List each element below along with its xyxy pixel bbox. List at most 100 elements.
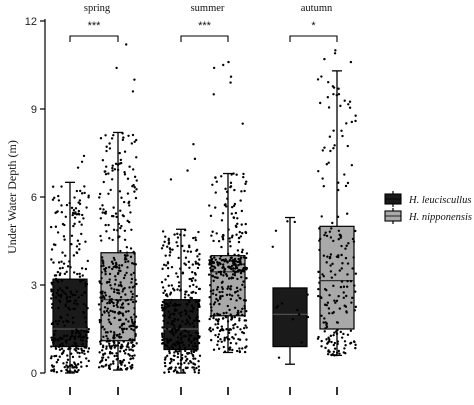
data-point <box>87 328 90 331</box>
data-point <box>242 299 246 302</box>
data-point <box>228 240 232 243</box>
data-point <box>73 212 77 215</box>
outlier-point <box>169 178 173 181</box>
data-point <box>104 134 107 137</box>
data-point <box>336 328 339 332</box>
data-point <box>112 331 116 334</box>
data-point <box>228 259 231 263</box>
data-point <box>82 310 85 314</box>
data-point <box>192 325 196 328</box>
outlier-point <box>334 49 337 52</box>
data-point <box>221 266 224 269</box>
data-point <box>129 316 133 319</box>
data-point <box>182 371 186 374</box>
data-point <box>133 175 137 179</box>
data-point <box>188 266 191 269</box>
data-point <box>326 301 330 304</box>
data-point <box>244 230 247 234</box>
data-point <box>57 306 60 310</box>
data-point <box>181 320 184 323</box>
data-point <box>119 249 122 253</box>
data-point <box>233 253 236 256</box>
data-point <box>99 342 102 346</box>
data-point <box>161 333 164 337</box>
data-point <box>216 335 220 339</box>
data-point <box>161 308 165 311</box>
data-point <box>165 337 169 341</box>
data-point <box>110 287 113 290</box>
data-point <box>72 254 76 257</box>
data-point <box>190 352 193 355</box>
data-point <box>193 336 197 340</box>
data-point <box>167 305 170 308</box>
data-point <box>235 342 238 345</box>
data-point <box>175 272 178 275</box>
data-point <box>165 293 168 296</box>
data-point <box>210 309 213 312</box>
data-point <box>110 137 114 140</box>
data-point <box>73 293 77 297</box>
data-point <box>214 334 217 337</box>
data-point <box>168 339 171 342</box>
data-point <box>75 346 78 350</box>
data-point <box>239 257 242 260</box>
data-point <box>349 342 352 345</box>
data-point <box>57 194 60 198</box>
data-point <box>339 104 342 108</box>
data-point <box>111 267 114 271</box>
data-point <box>80 267 84 270</box>
data-point <box>332 147 335 150</box>
data-point <box>80 223 83 226</box>
data-point <box>163 306 167 309</box>
season-label-summer: summer <box>191 3 225 14</box>
data-point <box>78 331 81 335</box>
data-point <box>101 158 105 162</box>
data-point <box>215 272 218 275</box>
data-point <box>194 357 197 360</box>
data-point <box>120 224 123 228</box>
data-point <box>119 296 123 299</box>
data-point <box>111 238 114 242</box>
data-point <box>184 355 187 358</box>
data-point <box>236 277 239 281</box>
data-point <box>130 318 134 321</box>
data-point <box>223 203 227 207</box>
data-point <box>118 266 121 270</box>
data-point <box>118 269 121 272</box>
data-point <box>187 337 191 340</box>
data-point <box>179 314 183 317</box>
data-point <box>337 181 340 184</box>
data-point <box>237 236 241 240</box>
data-point <box>193 342 197 345</box>
data-point <box>54 329 57 333</box>
outlier-point <box>133 354 136 357</box>
data-point <box>230 264 234 268</box>
data-point <box>80 365 83 368</box>
data-point <box>61 222 65 226</box>
data-point <box>195 285 198 289</box>
data-point <box>187 331 190 334</box>
data-point <box>235 349 239 353</box>
data-point <box>236 270 240 273</box>
data-point <box>208 259 211 262</box>
data-point <box>60 279 64 282</box>
data-point <box>171 329 174 333</box>
data-point <box>236 325 239 329</box>
data-point <box>119 158 123 162</box>
data-point <box>353 309 357 312</box>
data-point <box>217 347 221 350</box>
data-point <box>346 279 349 283</box>
data-point <box>316 78 320 81</box>
data-point <box>121 306 124 309</box>
data-point <box>217 270 221 274</box>
data-point <box>67 306 70 310</box>
data-point <box>134 332 137 336</box>
data-point <box>108 237 111 240</box>
data-point <box>127 320 130 323</box>
data-point <box>180 353 184 357</box>
data-point <box>214 176 217 179</box>
data-point <box>101 290 104 293</box>
data-point <box>208 296 211 299</box>
data-point <box>52 368 56 371</box>
data-point <box>354 119 357 123</box>
